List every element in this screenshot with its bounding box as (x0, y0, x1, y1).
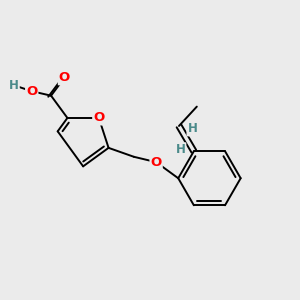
Text: O: O (26, 85, 38, 98)
Text: O: O (59, 71, 70, 84)
Text: H: H (176, 143, 185, 156)
Text: H: H (188, 122, 197, 135)
Text: O: O (151, 156, 162, 169)
Text: H: H (9, 79, 19, 92)
Text: O: O (93, 112, 104, 124)
